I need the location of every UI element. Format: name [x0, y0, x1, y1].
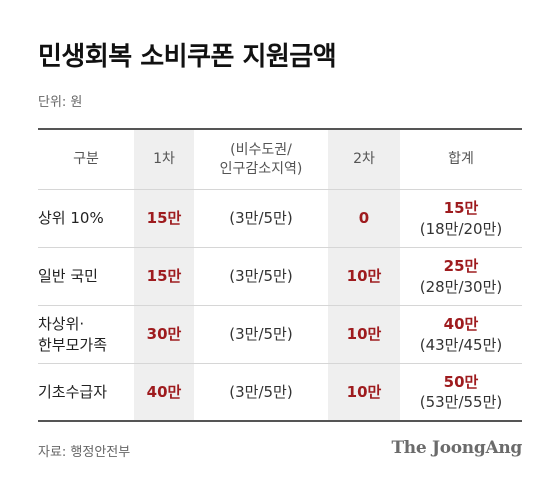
row-category-line2: 한부모가족 — [38, 335, 108, 354]
table-row: 차상위· 한부모가족 30만 (3만/5만) 10만 40만 (43만/45만) — [38, 306, 522, 364]
support-amount-table: 구분 1차 (비수도권/ 인구감소지역) 2차 합계 상위 10% 15만 (3… — [38, 128, 522, 422]
row-second: 10만 — [328, 248, 400, 305]
row-category: 상위 10% — [38, 209, 104, 228]
row-total: 15만 (18만/20만) — [400, 190, 522, 247]
row-total-main: 50만 — [443, 372, 479, 391]
row-extra: (3만/5만) — [229, 209, 293, 228]
row-total-main: 15만 — [443, 199, 479, 218]
row-category: 기초수급자 — [38, 382, 108, 401]
page-title: 민생회복 소비쿠폰 지원금액 — [38, 42, 337, 72]
row-extra: (3만/5만) — [229, 267, 293, 286]
row-extra: (3만/5만) — [229, 382, 293, 401]
publisher-logo: The JoongAng — [391, 438, 522, 458]
row-second: 10만 — [328, 306, 400, 363]
header-first: 1차 — [134, 130, 194, 189]
row-total-main: 25만 — [443, 257, 479, 276]
row-category: 차상위· 한부모가족 — [38, 306, 134, 363]
header-category: 구분 — [73, 151, 99, 168]
row-category: 일반 국민 — [38, 267, 98, 286]
row-total-detail: (53만/55만) — [419, 393, 503, 411]
row-total-main: 40만 — [443, 315, 479, 334]
row-first: 15만 — [134, 190, 194, 247]
header-total: 합계 — [448, 151, 474, 168]
table-row: 일반 국민 15만 (3만/5만) 10만 25만 (28만/30만) — [38, 248, 522, 306]
row-category-line1: 차상위· — [38, 315, 85, 334]
row-total: 25만 (28만/30만) — [400, 248, 522, 305]
row-total-detail: (18만/20만) — [419, 219, 503, 238]
row-second: 0 — [328, 190, 400, 247]
row-first: 15만 — [134, 248, 194, 305]
row-total: 40만 (43만/45만) — [400, 306, 522, 363]
table-row: 기초수급자 40만 (3만/5만) 10만 50만 (53만/55만) — [38, 364, 522, 422]
table-header-row: 구분 1차 (비수도권/ 인구감소지역) 2차 합계 — [38, 130, 522, 190]
header-extra-line1: (비수도권/ — [230, 141, 292, 158]
row-first: 30만 — [134, 306, 194, 363]
row-first: 40만 — [134, 364, 194, 420]
row-total-detail: (43만/45만) — [419, 335, 503, 354]
header-extra-line2: 인구감소지역) — [219, 160, 303, 177]
header-second: 2차 — [328, 130, 400, 189]
source-note: 자료: 행정안전부 — [38, 445, 131, 460]
row-total: 50만 (53만/55만) — [400, 364, 522, 420]
table-row: 상위 10% 15만 (3만/5만) 0 15만 (18만/20만) — [38, 190, 522, 248]
row-second: 10만 — [328, 364, 400, 420]
unit-note: 단위: 원 — [38, 95, 83, 110]
row-total-detail: (28만/30만) — [419, 277, 503, 296]
header-extra: (비수도권/ 인구감소지역) — [194, 130, 328, 189]
row-extra: (3만/5만) — [229, 325, 293, 344]
